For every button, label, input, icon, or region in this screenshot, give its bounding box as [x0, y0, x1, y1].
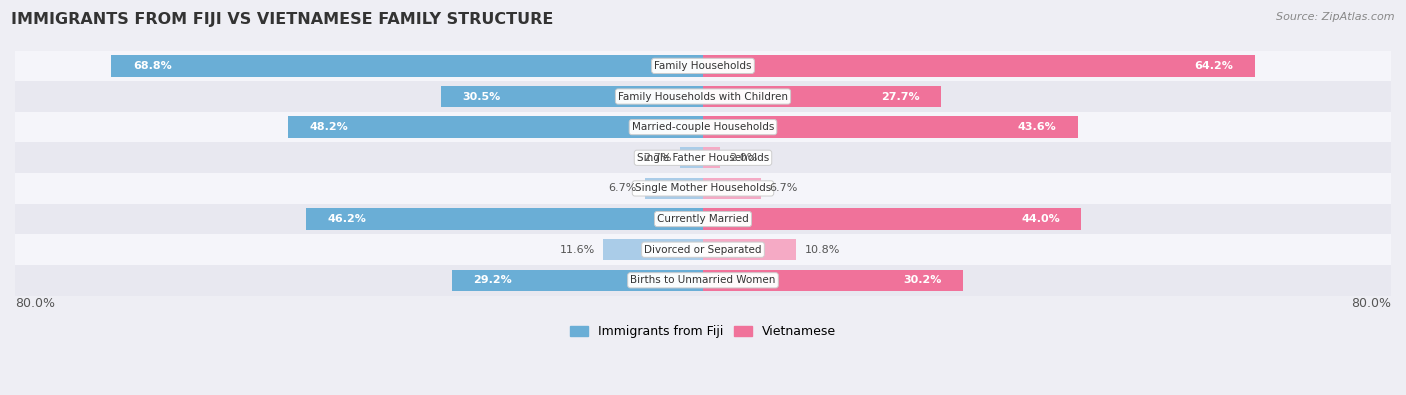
Bar — [703, 55, 1256, 77]
Bar — [703, 239, 796, 260]
Text: 30.2%: 30.2% — [903, 275, 941, 285]
Bar — [15, 265, 1391, 295]
Text: 6.7%: 6.7% — [769, 183, 797, 194]
Text: 6.7%: 6.7% — [609, 183, 637, 194]
Text: Currently Married: Currently Married — [657, 214, 749, 224]
Text: 64.2%: 64.2% — [1195, 61, 1233, 71]
Text: 80.0%: 80.0% — [1351, 297, 1391, 310]
Text: 11.6%: 11.6% — [560, 245, 595, 255]
Bar — [15, 173, 1391, 204]
Bar — [451, 270, 703, 291]
Text: Source: ZipAtlas.com: Source: ZipAtlas.com — [1277, 12, 1395, 22]
Bar — [15, 204, 1391, 234]
Bar — [440, 86, 703, 107]
Text: 44.0%: 44.0% — [1021, 214, 1060, 224]
Text: 10.8%: 10.8% — [804, 245, 839, 255]
Text: Family Households: Family Households — [654, 61, 752, 71]
Text: 30.5%: 30.5% — [463, 92, 501, 102]
Bar — [111, 55, 703, 77]
Text: 80.0%: 80.0% — [15, 297, 55, 310]
Text: 68.8%: 68.8% — [132, 61, 172, 71]
Bar — [288, 117, 703, 138]
Bar — [15, 51, 1391, 81]
Text: 27.7%: 27.7% — [882, 92, 920, 102]
Bar — [703, 86, 941, 107]
Bar — [703, 147, 720, 169]
Bar — [703, 208, 1081, 230]
Bar — [703, 178, 761, 199]
Bar — [15, 234, 1391, 265]
Text: Births to Unmarried Women: Births to Unmarried Women — [630, 275, 776, 285]
Bar — [603, 239, 703, 260]
Text: IMMIGRANTS FROM FIJI VS VIETNAMESE FAMILY STRUCTURE: IMMIGRANTS FROM FIJI VS VIETNAMESE FAMIL… — [11, 12, 554, 27]
Text: 48.2%: 48.2% — [309, 122, 349, 132]
Text: Single Mother Households: Single Mother Households — [636, 183, 770, 194]
Bar — [703, 270, 963, 291]
Text: Married-couple Households: Married-couple Households — [631, 122, 775, 132]
Bar — [15, 112, 1391, 143]
Text: Family Households with Children: Family Households with Children — [619, 92, 787, 102]
Text: Divorced or Separated: Divorced or Separated — [644, 245, 762, 255]
Text: Single Father Households: Single Father Households — [637, 153, 769, 163]
Bar — [679, 147, 703, 169]
Bar — [305, 208, 703, 230]
Legend: Immigrants from Fiji, Vietnamese: Immigrants from Fiji, Vietnamese — [564, 320, 842, 343]
Text: 43.6%: 43.6% — [1018, 122, 1056, 132]
Bar — [15, 81, 1391, 112]
Bar — [15, 143, 1391, 173]
Text: 46.2%: 46.2% — [328, 214, 366, 224]
Bar — [645, 178, 703, 199]
Text: 2.7%: 2.7% — [643, 153, 671, 163]
Text: 2.0%: 2.0% — [728, 153, 758, 163]
Text: 29.2%: 29.2% — [474, 275, 512, 285]
Bar — [703, 117, 1078, 138]
